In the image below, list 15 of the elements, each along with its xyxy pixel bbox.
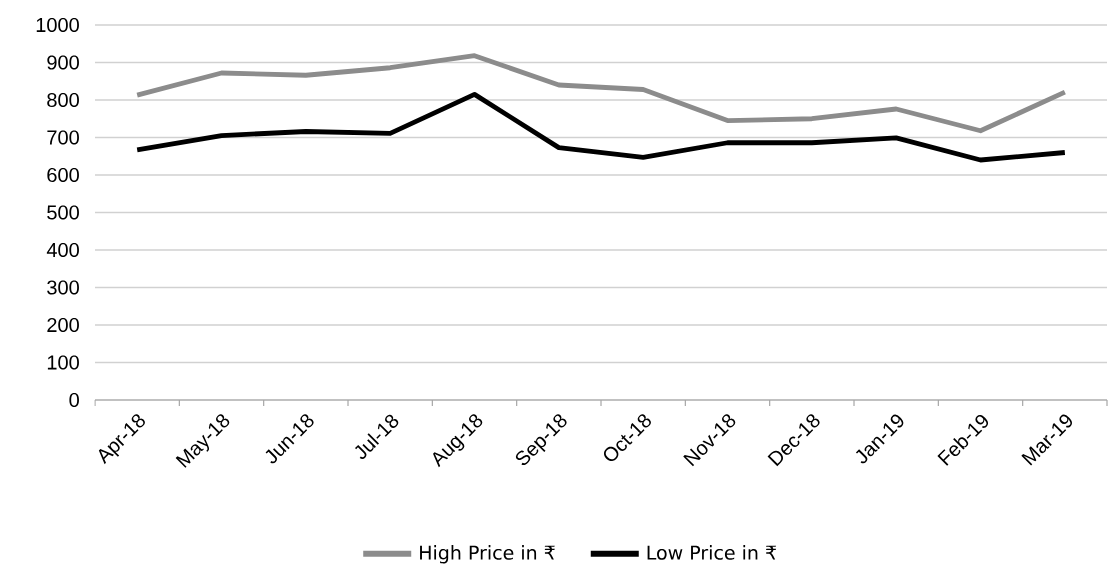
y-tick-label: 400 (46, 242, 79, 257)
y-tick-label: 200 (47, 317, 79, 332)
line-series (134, 53, 1068, 133)
y-tick-label: 600 (47, 167, 79, 182)
y-tick-label: 500 (47, 205, 79, 220)
y-tick-label: 300 (47, 280, 79, 295)
y-tick-label: 1000 (36, 17, 79, 32)
legend-label: High Price in ₹ (420, 544, 555, 564)
y-tick-label: 100 (47, 355, 79, 370)
y-tick-label: 900 (47, 55, 79, 70)
y-tick-label: 700 (47, 130, 79, 145)
legend-label: Low Price in ₹ (647, 544, 777, 560)
y-tick-label: 800 (47, 92, 79, 107)
y-tick-label: 0 (69, 392, 79, 407)
line-series (134, 91, 1068, 163)
